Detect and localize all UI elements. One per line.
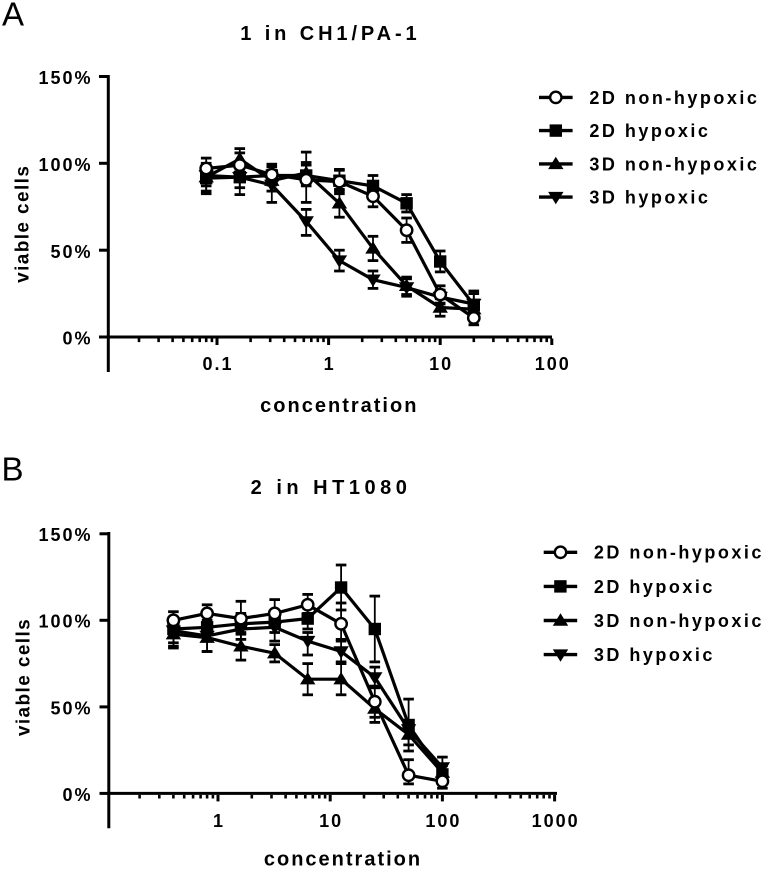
- svg-text:1 in CH1/PA-1: 1 in CH1/PA-1: [240, 23, 420, 45]
- svg-text:10: 10: [319, 811, 343, 831]
- svg-text:A: A: [2, 0, 24, 33]
- svg-text:3D non-hypoxic: 3D non-hypoxic: [594, 611, 762, 631]
- svg-text:3D hypoxic: 3D hypoxic: [594, 645, 715, 665]
- svg-text:concentration: concentration: [264, 848, 422, 870]
- svg-text:100%: 100%: [38, 155, 92, 175]
- svg-text:0.1: 0.1: [202, 354, 233, 374]
- svg-text:150%: 150%: [38, 525, 92, 545]
- svg-text:3D non-hypoxic: 3D non-hypoxic: [589, 154, 759, 174]
- svg-text:100: 100: [425, 811, 461, 831]
- svg-text:concentration: concentration: [260, 395, 418, 417]
- svg-text:100%: 100%: [38, 612, 92, 632]
- svg-text:50%: 50%: [50, 698, 92, 718]
- svg-text:2D non-hypoxic: 2D non-hypoxic: [594, 543, 762, 563]
- svg-text:viable cells: viable cells: [13, 165, 34, 283]
- svg-text:0%: 0%: [62, 329, 92, 349]
- svg-text:2D hypoxic: 2D hypoxic: [589, 121, 710, 141]
- svg-text:2 in HT1080: 2 in HT1080: [251, 477, 412, 499]
- svg-text:10: 10: [429, 354, 453, 374]
- svg-text:0%: 0%: [62, 785, 92, 805]
- svg-text:2D non-hypoxic: 2D non-hypoxic: [589, 88, 759, 108]
- svg-text:50%: 50%: [50, 242, 92, 262]
- svg-text:B: B: [2, 450, 24, 487]
- svg-text:1: 1: [324, 354, 336, 374]
- svg-text:3D hypoxic: 3D hypoxic: [589, 188, 710, 208]
- svg-text:100: 100: [535, 354, 571, 374]
- svg-text:1: 1: [213, 811, 225, 831]
- svg-text:2D hypoxic: 2D hypoxic: [594, 577, 715, 597]
- svg-text:viable cells: viable cells: [14, 618, 35, 736]
- svg-text:1000: 1000: [532, 811, 580, 831]
- svg-text:150%: 150%: [38, 68, 92, 88]
